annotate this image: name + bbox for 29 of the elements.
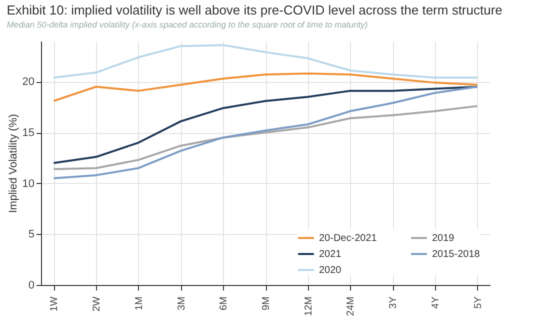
x-tick-label: 1W bbox=[49, 296, 60, 312]
x-tick-label: 3M bbox=[176, 296, 188, 310]
y-tick-label: 20 bbox=[22, 76, 34, 88]
legend-label: 20-Dec-2021 bbox=[319, 233, 378, 244]
x-tick-label: 3Y bbox=[388, 296, 400, 309]
x-tick-label: 24M bbox=[346, 296, 357, 316]
legend-label: 2021 bbox=[319, 249, 342, 260]
line-series bbox=[52, 72, 478, 102]
x-tick-label: 1M bbox=[134, 296, 145, 310]
x-tick-label: 2W bbox=[92, 296, 103, 312]
line-series bbox=[52, 86, 478, 164]
y-tick-label: 15 bbox=[22, 127, 34, 139]
chart-subtitle: Median 50-delta implied volatility (x-axis spaced according to the square root of time to maturity) bbox=[6, 20, 368, 30]
x-tick-label: 4Y bbox=[430, 296, 442, 309]
x-tick-label: 12M bbox=[303, 296, 314, 316]
legend-label: 2020 bbox=[319, 265, 342, 276]
line-series bbox=[52, 105, 478, 170]
y-tick-label: 0 bbox=[28, 280, 34, 292]
legend-label: 2019 bbox=[432, 233, 455, 244]
x-tick-label: 5Y bbox=[472, 296, 484, 309]
y-axis-title: Implied Volatility (%) bbox=[7, 114, 20, 214]
x-tick-label: 9M bbox=[261, 296, 272, 310]
legend-label: 2015-2018 bbox=[432, 249, 480, 260]
line-series bbox=[52, 86, 478, 180]
y-tick-label: 10 bbox=[22, 178, 34, 190]
line-series bbox=[52, 44, 478, 79]
y-tick-label: 5 bbox=[28, 228, 34, 241]
x-tick-label: 6M bbox=[218, 296, 230, 310]
chart-title: Exhibit 10: implied volatility is well above its pre-COVID level across the term structure bbox=[6, 2, 502, 18]
